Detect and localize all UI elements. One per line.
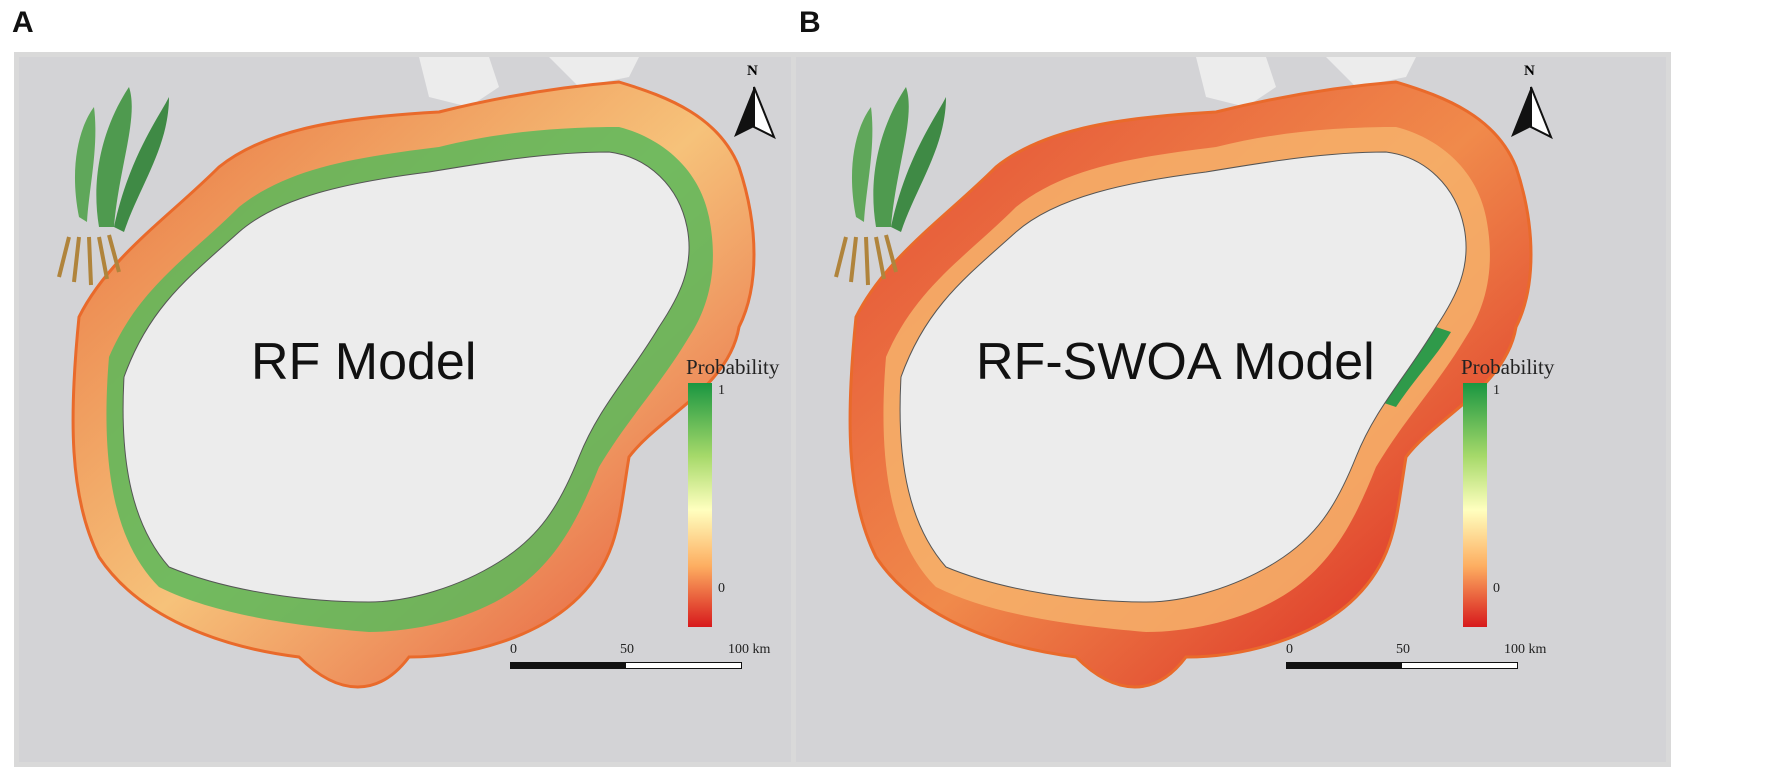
mainland-patch: [549, 57, 639, 87]
legend-min: 0: [718, 581, 725, 596]
legend-max: 1: [1493, 383, 1500, 398]
scale-tick-50: 50: [1396, 642, 1410, 657]
panel-b-map: N RF-SWOA Model Probability 1 0 0 50 100…: [791, 52, 1671, 767]
legend-title: Probability: [686, 355, 780, 379]
mainland-patch: [1326, 57, 1416, 87]
scale-tick-100: 100 km: [728, 642, 771, 657]
legend-min: 0: [1493, 581, 1500, 596]
scale-tick-0: 0: [1286, 642, 1293, 657]
seagrass-illustration: [834, 87, 946, 286]
north-arrow-icon: [1511, 86, 1553, 140]
model-label: RF Model: [251, 333, 477, 391]
legend-max: 1: [718, 383, 725, 398]
scale-tick-100: 100 km: [1504, 642, 1547, 657]
island-land: [122, 151, 690, 603]
model-label: RF-SWOA Model: [976, 333, 1375, 391]
coastal-green-patch: [1381, 327, 1451, 407]
panel-a-map-svg: [57, 57, 776, 689]
north-arrow-icon: [734, 86, 776, 140]
scale-tick-0: 0: [510, 642, 517, 657]
north-label: N: [747, 63, 758, 79]
panel-b-map-svg: [834, 57, 1553, 689]
scale-tick-50: 50: [620, 642, 634, 657]
probability-colorbar: [1463, 383, 1487, 627]
island-land: [899, 151, 1467, 603]
probability-colorbar: [688, 383, 712, 627]
seagrass-illustration: [57, 87, 169, 286]
north-label: N: [1524, 63, 1535, 79]
mainland-patch: [419, 57, 499, 107]
legend-title: Probability: [1461, 355, 1555, 379]
scale-bar: [1286, 662, 1518, 669]
panel-b-letter: B: [799, 6, 821, 39]
mainland-patch: [1196, 57, 1276, 107]
panel-a-letter: A: [12, 6, 34, 39]
panel-a-map: N RF Model Probability 1 0 0 50 100 km: [14, 52, 894, 767]
scale-bar: [510, 662, 742, 669]
